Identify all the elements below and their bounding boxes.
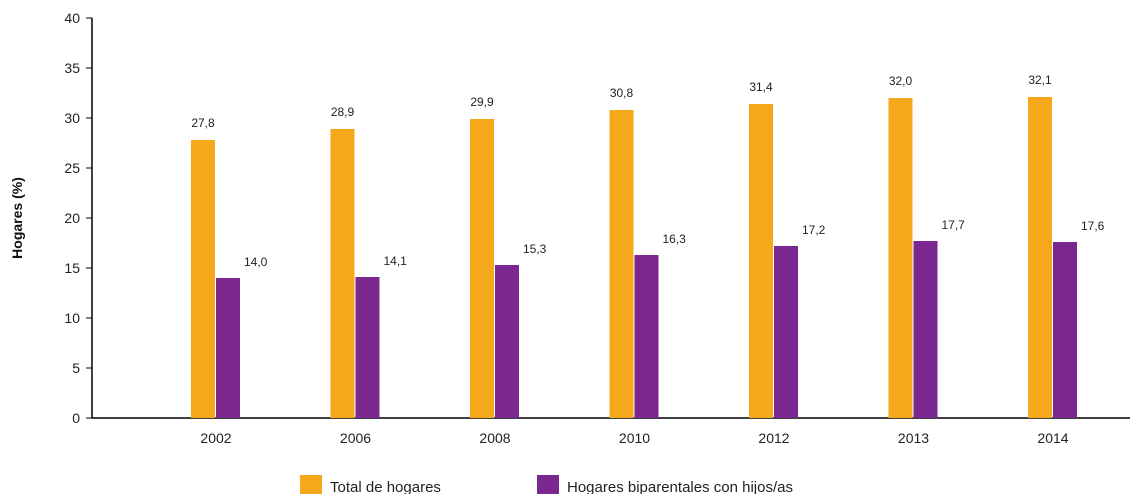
y-tick-label: 30 [64,110,80,126]
y-axis: 0 5 10 15 20 25 30 35 40 [64,10,93,426]
y-tick-label: 40 [64,10,80,26]
data-label: 17,2 [802,223,826,237]
data-label: 17,6 [1081,219,1105,233]
data-label: 28,9 [331,105,355,119]
bar-total-hogares [749,104,773,418]
legend-label-total: Total de hogares [330,479,441,494]
data-label: 29,9 [470,95,494,109]
bar-total-hogares [330,129,355,418]
data-label: 32,1 [1028,73,1052,87]
bar-total-hogares [1028,97,1052,418]
legend-swatch-total [300,475,322,494]
legend-label-biparentales: Hogares biparentales con hijos/as [567,479,793,494]
y-tick-label: 0 [72,410,80,426]
y-tick-label: 5 [72,360,80,376]
x-tick-label: 2013 [898,430,929,446]
data-labels: 27,8 28,9 29,9 30,8 31,4 32,0 32,1 14,0 14,1 15,3… [191,73,1104,269]
bars [191,97,1077,418]
bar-hogares-biparentales [1053,242,1077,418]
bar-hogares-biparentales [355,277,380,418]
bar-hogares-biparentales [913,241,938,418]
y-tick-label: 15 [64,260,80,276]
legend-swatch-biparentales [537,475,559,494]
x-axis: 2002 2006 2008 2010 2012 2013 2014 [92,417,1130,446]
bar-total-hogares [470,119,494,418]
x-tick-label: 2010 [619,430,650,446]
x-tick-label: 2006 [340,430,371,446]
y-axis-label: Hogares (%) [9,177,25,259]
data-label: 17,7 [942,218,966,232]
bar-total-hogares [888,98,913,418]
bar-total-hogares [609,110,634,418]
x-tick-label: 2002 [200,430,231,446]
x-tick-label: 2012 [758,430,789,446]
data-label: 14,0 [244,255,268,269]
data-label: 31,4 [749,80,773,94]
x-tick-label: 2008 [479,430,510,446]
y-tick-label: 25 [64,160,80,176]
bar-total-hogares [191,140,215,418]
x-tick-label: 2014 [1037,430,1068,446]
y-tick-label: 20 [64,210,80,226]
legend: Total de hogares Hogares biparentales con… [300,475,793,494]
bar-hogares-biparentales [495,265,519,418]
bar-hogares-biparentales [774,246,798,418]
data-label: 32,0 [889,74,913,88]
data-label: 30,8 [610,86,634,100]
bar-hogares-biparentales [634,255,659,418]
data-label: 15,3 [523,242,547,256]
y-tick-label: 35 [64,60,80,76]
data-label: 14,1 [384,254,408,268]
data-label: 16,3 [663,232,687,246]
bar-hogares-biparentales [216,278,240,418]
y-tick-label: 10 [64,310,80,326]
data-label: 27,8 [191,116,215,130]
